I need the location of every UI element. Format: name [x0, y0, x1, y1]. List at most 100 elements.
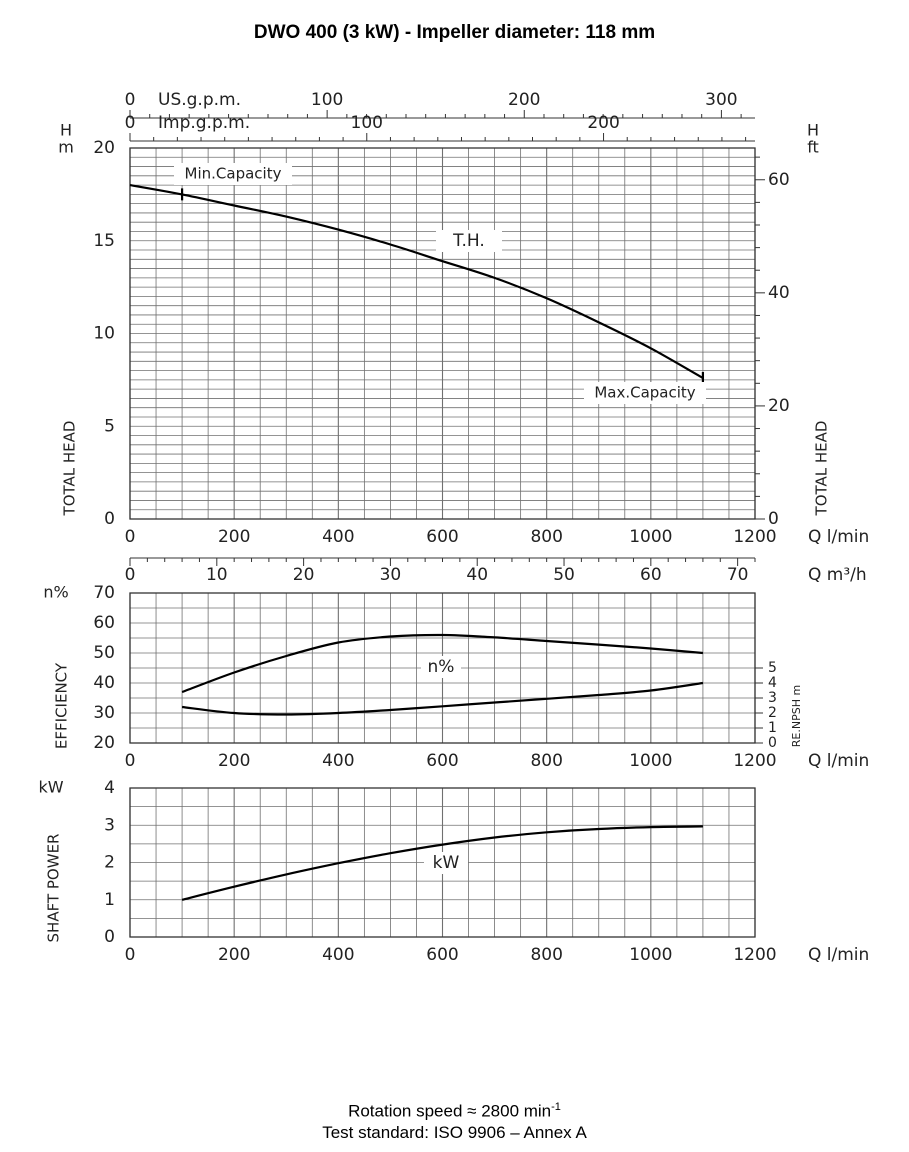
power-x-unit: Q l/min — [808, 945, 869, 965]
head-plot-frame — [129, 147, 756, 520]
head-y-tick-label: 5 — [104, 416, 115, 436]
power-y-axis-label: SHAFT POWER — [45, 834, 63, 943]
power-y-tick-label: 0 — [104, 927, 115, 947]
head-x-tick-label: 600 — [426, 527, 458, 547]
flow-axis-1-label: Imp.g.p.m. — [158, 113, 250, 133]
npsh-tick-label: 1 — [768, 720, 777, 736]
head-y-unit-letter: m — [58, 138, 74, 157]
head-ft-unit-letter: H — [807, 121, 819, 140]
head-ft-tick-label: 20 — [768, 396, 790, 416]
eff-x-tick-label: 200 — [218, 751, 250, 771]
head-y-axis-label: TOTAL HEAD — [61, 421, 79, 517]
flow-axis-1-tick-label: 0 — [125, 113, 136, 133]
efficiency-series-label-bg — [421, 656, 461, 678]
flow-axis-0-tick-label: 0 — [125, 90, 136, 110]
npsh-tick-label: 4 — [768, 675, 777, 691]
head-x-tick-label: 200 — [218, 527, 250, 547]
npsh-curve — [181, 681, 704, 716]
power-y-tick-label: 3 — [104, 815, 115, 835]
power-y-tick-label: 1 — [104, 890, 115, 910]
eff-y-unit: n% — [43, 583, 68, 602]
head-y2-axis-label: TOTAL HEAD — [813, 421, 831, 517]
rotation-speed-exponent: -1 — [551, 1101, 561, 1113]
test-standard-note: Test standard: ISO 9906 – Annex A — [322, 1123, 587, 1142]
efficiency-curve — [181, 633, 703, 694]
eff-y-tick-label: 50 — [93, 643, 115, 663]
power-x-tick-label: 1200 — [733, 945, 776, 965]
head-x-tick-label: 400 — [322, 527, 354, 547]
head-ft-tick-label: 60 — [768, 170, 790, 190]
eff-y-tick-label: 70 — [93, 583, 115, 603]
npsh-tick-label: 3 — [768, 690, 777, 706]
eff-x-tick-label: 1000 — [629, 751, 672, 771]
m3h-axis-tick-label: 10 — [206, 565, 228, 585]
power-x-tick-label: 200 — [218, 945, 250, 965]
eff-y-axis-label: EFFICIENCY — [53, 662, 71, 749]
m3h-axis-tick-label: 30 — [380, 565, 402, 585]
power-y-tick-label: 4 — [104, 778, 115, 798]
eff-x-tick-label: 1200 — [733, 751, 776, 771]
min-capacity-label-bg — [174, 163, 292, 185]
flow-axis-1-tick-label: 100 — [351, 113, 383, 133]
max-capacity-label: Max.Capacity — [594, 384, 695, 402]
power-plot-frame — [129, 787, 756, 938]
power-x-tick-label: 600 — [426, 945, 458, 965]
eff-x-tick-label: 800 — [530, 751, 562, 771]
power-y-tick-label: 2 — [104, 853, 115, 873]
head-curve-th — [129, 184, 704, 379]
flow-axis-0-label: US.g.p.m. — [158, 90, 241, 110]
npsh-axis-label: RE.NPSH m — [790, 685, 803, 747]
m3h-axis-tick-label: 70 — [727, 565, 749, 585]
eff-y-tick-label: 30 — [93, 703, 115, 723]
eff-x-tick-label: 0 — [125, 751, 136, 771]
eff-y-tick-label: 60 — [93, 613, 115, 633]
power-series-label: kW — [433, 853, 460, 873]
chart-title: DWO 400 (3 kW) - Impeller diameter: 118 … — [253, 22, 656, 43]
m3h-axis-unit: Q m³/h — [808, 565, 867, 585]
m3h-axis-tick-label: 40 — [466, 565, 488, 585]
head-ft-tick-label: 40 — [768, 283, 790, 303]
eff-y-tick-label: 40 — [93, 673, 115, 693]
m3h-axis-tick-label: 0 — [125, 565, 136, 585]
eff-y-tick-label: 20 — [93, 733, 115, 753]
head-x-tick-label: 800 — [530, 527, 562, 547]
eff-x-tick-label: 600 — [426, 751, 458, 771]
eff-x-tick-label: 400 — [322, 751, 354, 771]
npsh-tick-label: 2 — [768, 705, 777, 721]
min-capacity-label: Min.Capacity — [185, 165, 282, 183]
flow-axis-0-tick-label: 200 — [508, 90, 540, 110]
head-ft-unit-letter: ft — [807, 138, 819, 157]
head-x-tick-label: 0 — [125, 527, 136, 547]
max-capacity-label-bg — [584, 382, 706, 404]
flow-axis-0-tick-label: 300 — [705, 90, 737, 110]
m3h-axis-tick-label: 60 — [640, 565, 662, 585]
head-y-tick-label: 0 — [104, 509, 115, 529]
head-x-tick-label: 1000 — [629, 527, 672, 547]
power-y-unit: kW — [38, 778, 63, 797]
head-y-tick-label: 20 — [93, 138, 115, 158]
power-x-tick-label: 400 — [322, 945, 354, 965]
head-ft-tick-label: 0 — [768, 509, 779, 529]
efficiency-series-label: n% — [428, 657, 455, 677]
head-series-label-bg — [436, 230, 502, 252]
flow-axis-0-tick-label: 100 — [311, 90, 343, 110]
power-x-tick-label: 0 — [125, 945, 136, 965]
rotation-speed-note: Rotation speed ≈ 2800 min-1 — [0, 1101, 909, 1122]
head-y-tick-label: 10 — [93, 324, 115, 344]
head-y-tick-label: 15 — [93, 231, 115, 251]
npsh-tick-label: 5 — [768, 660, 777, 676]
shaft-power-curve — [181, 825, 703, 901]
head-x-tick-label: 1200 — [733, 527, 776, 547]
power-x-tick-label: 1000 — [629, 945, 672, 965]
m3h-axis-tick-label: 20 — [293, 565, 315, 585]
power-series-label-bg — [424, 852, 468, 874]
npsh-tick-label: 0 — [768, 735, 777, 751]
m3h-axis-tick-label: 50 — [553, 565, 575, 585]
head-x-unit: Q l/min — [808, 527, 869, 547]
eff-x-unit: Q l/min — [808, 751, 869, 771]
head-y-unit-letter: H — [60, 121, 72, 140]
power-x-tick-label: 800 — [530, 945, 562, 965]
flow-axis-1-tick-label: 200 — [587, 113, 619, 133]
head-series-label: T.H. — [452, 231, 485, 251]
